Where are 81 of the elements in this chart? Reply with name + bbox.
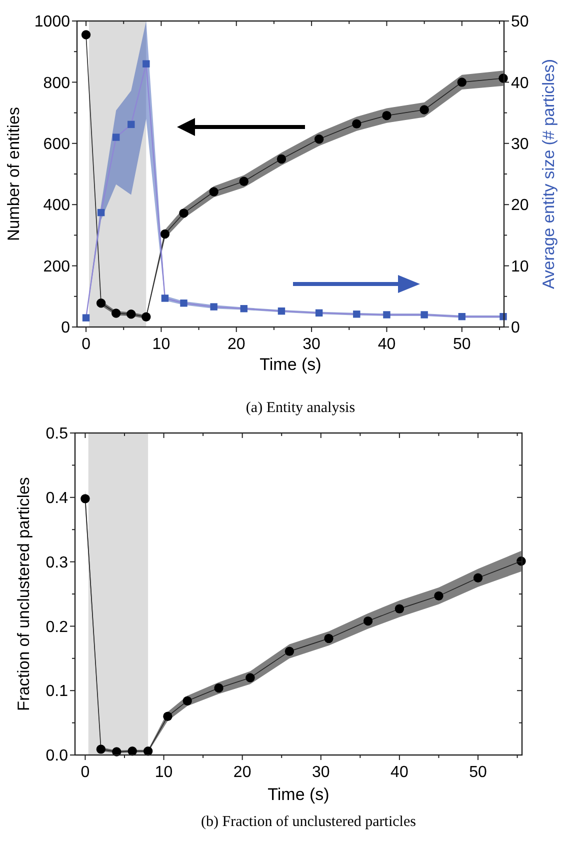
point (142, 60, 150, 68)
point (182, 696, 192, 706)
point (96, 298, 106, 308)
y-tick-label: 0.2 (46, 618, 68, 636)
point (163, 712, 172, 721)
x-tick-label: 10 (152, 336, 170, 353)
point (353, 310, 360, 318)
point (143, 746, 153, 756)
y-tick-label: 600 (43, 136, 70, 153)
point (180, 300, 188, 307)
point (214, 683, 224, 693)
point (284, 646, 294, 656)
y-tick-label: 1000 (34, 14, 70, 31)
point (246, 673, 255, 682)
x-tick-label: 40 (390, 764, 408, 781)
point (314, 134, 324, 144)
point (161, 294, 169, 302)
y-tick-label: 0 (61, 320, 70, 337)
point (239, 176, 248, 186)
y-axis-title: Number of entities (5, 107, 23, 241)
point (324, 634, 334, 644)
x-tick-label: 40 (378, 336, 396, 353)
point (81, 30, 91, 40)
y2-tick-label: 10 (511, 258, 529, 276)
point (112, 134, 120, 141)
point (126, 310, 136, 319)
point (111, 308, 121, 318)
point (128, 120, 135, 128)
y-tick-label: 800 (43, 74, 70, 92)
y-tick-label: 0.4 (46, 490, 68, 507)
y-axis-title: Fraction of unclustered particles (15, 477, 33, 711)
point (352, 119, 362, 128)
y2-tick-label: 0 (511, 320, 520, 337)
y-tick-label: 200 (43, 258, 70, 276)
y2-tick-label: 30 (511, 136, 529, 153)
point (382, 110, 392, 120)
point (473, 573, 483, 582)
point (276, 154, 286, 164)
y2-axis-title: Average entity size (# particles) (540, 59, 558, 289)
point (420, 105, 429, 114)
point (80, 494, 90, 504)
point (434, 591, 444, 601)
point (240, 305, 248, 312)
point (383, 311, 390, 318)
x-tick-label: 0 (80, 764, 90, 781)
y2-tick-label: 40 (511, 74, 529, 92)
x-tick-label: 50 (469, 764, 488, 781)
point (179, 208, 188, 218)
x-tick-label: 20 (227, 336, 246, 353)
point (142, 312, 151, 322)
point (82, 314, 90, 322)
y2-tick-label: 20 (511, 197, 529, 214)
point (363, 616, 373, 626)
y-tick-label: 0.0 (46, 748, 68, 765)
x-tick-label: 20 (233, 764, 252, 781)
point (315, 309, 323, 317)
x-tick-label: 0 (82, 336, 91, 353)
point (278, 307, 286, 315)
x-tick-label: 30 (302, 336, 321, 353)
x-tick-label: 50 (453, 336, 471, 353)
point (420, 311, 428, 318)
point (97, 208, 105, 216)
point (210, 303, 218, 310)
y-tick-label: 0.1 (46, 683, 68, 700)
x-tick-label: 30 (312, 764, 330, 781)
point (96, 744, 106, 754)
point (394, 604, 404, 614)
x-axis-title: Time (s) (268, 785, 330, 804)
point (128, 746, 137, 756)
point (209, 187, 218, 196)
x-axis-title: Time (s) (260, 355, 322, 374)
point (457, 78, 466, 87)
x-tick-label: 10 (154, 764, 173, 781)
y-tick-label: 0.3 (46, 554, 68, 572)
y-tick-label: 400 (43, 197, 70, 214)
text: (b) Fraction of unclustered particles (201, 814, 416, 830)
point (458, 312, 466, 320)
point (160, 229, 170, 239)
y-tick-label: 0.5 (46, 426, 68, 443)
y2-tick-label: 50 (511, 14, 529, 31)
text: (a) Entity analysis (246, 400, 356, 416)
